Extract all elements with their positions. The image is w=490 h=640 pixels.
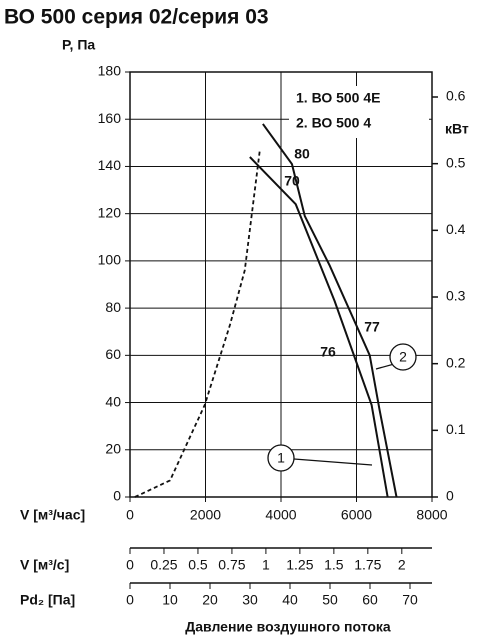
- curve: [249, 156, 389, 498]
- y-tick-label: 180: [98, 63, 122, 79]
- y2-tick-label: 0.4: [446, 221, 466, 237]
- caption: Давление воздушного потока: [185, 619, 391, 635]
- secondary-tick-label: 1.25: [286, 557, 313, 573]
- x-tick-label: 6000: [341, 507, 372, 523]
- y-tick-label: 100: [98, 252, 122, 268]
- callout-line: [293, 458, 373, 466]
- system-curve: [134, 149, 261, 498]
- secondary-tick-label: 10: [162, 592, 178, 608]
- y-tick-label: 40: [105, 393, 121, 409]
- secondary-tick-label: 30: [242, 592, 258, 608]
- callout-label: 1: [277, 450, 285, 466]
- secondary-tick-label: 2: [398, 557, 406, 573]
- curve: [262, 123, 398, 498]
- callout-circle: [267, 444, 295, 472]
- y-tick-label: 120: [98, 204, 122, 220]
- annotation: 70: [284, 173, 300, 189]
- secondary-tick-label: 60: [362, 592, 378, 608]
- secondary-tick-label: 40: [282, 592, 298, 608]
- y-tick-label: 160: [98, 110, 122, 126]
- y-tick-label: 80: [105, 299, 121, 315]
- secondary-tick-label: 70: [402, 592, 418, 608]
- chart-title: ВО 500 серия 02/серия 03: [4, 6, 269, 29]
- secondary-tick-label: 0.5: [188, 557, 208, 573]
- y2-tick-label: 0.5: [446, 154, 466, 170]
- y-tick-label: 20: [105, 440, 121, 456]
- annotation: 77: [364, 319, 380, 335]
- secondary-tick-label: 20: [202, 592, 218, 608]
- x-tick-label: 4000: [265, 507, 296, 523]
- secondary-tick-label: 1: [262, 557, 270, 573]
- annotation: 80: [294, 146, 310, 162]
- callout-circle: [389, 343, 417, 371]
- secondary-tick-label: 0: [126, 592, 134, 608]
- y2-axis-label: кВт: [445, 121, 469, 137]
- secondary-axis-label: Pd₂ [Па]: [20, 592, 75, 608]
- y2-tick-label: 0.3: [446, 288, 466, 304]
- callout-label: 2: [399, 349, 407, 365]
- y2-tick-label: 0.1: [446, 421, 466, 437]
- y-axis-label: P, Па: [62, 37, 95, 53]
- secondary-tick-label: 0: [126, 557, 134, 573]
- x-tick-label: 8000: [416, 507, 447, 523]
- secondary-tick-label: 50: [322, 592, 338, 608]
- secondary-tick-label: 0.75: [218, 557, 245, 573]
- y-tick-label: 60: [105, 346, 121, 362]
- legend-label: 1. ВО 500 4Е: [296, 90, 380, 106]
- x-tick-label: 0: [126, 507, 134, 523]
- secondary-axis-label: V [м³/с]: [20, 557, 69, 573]
- legend-label: 2. ВО 500 4: [296, 115, 371, 131]
- y2-tick-label: 0.2: [446, 354, 466, 370]
- y-tick-label: 140: [98, 157, 122, 173]
- x-tick-label: 2000: [190, 507, 221, 523]
- x-axis-label: V [м³/час]: [20, 507, 85, 523]
- annotation: 76: [320, 344, 336, 360]
- secondary-tick-label: 1.75: [354, 557, 381, 573]
- plot-frame: [129, 71, 433, 498]
- y-tick-label: 0: [113, 488, 121, 504]
- y2-tick-label: 0: [446, 488, 454, 504]
- secondary-tick-label: 0.25: [150, 557, 177, 573]
- secondary-tick-label: 1.5: [324, 557, 344, 573]
- legend-box: [289, 86, 429, 138]
- y2-tick-label: 0.6: [446, 88, 466, 104]
